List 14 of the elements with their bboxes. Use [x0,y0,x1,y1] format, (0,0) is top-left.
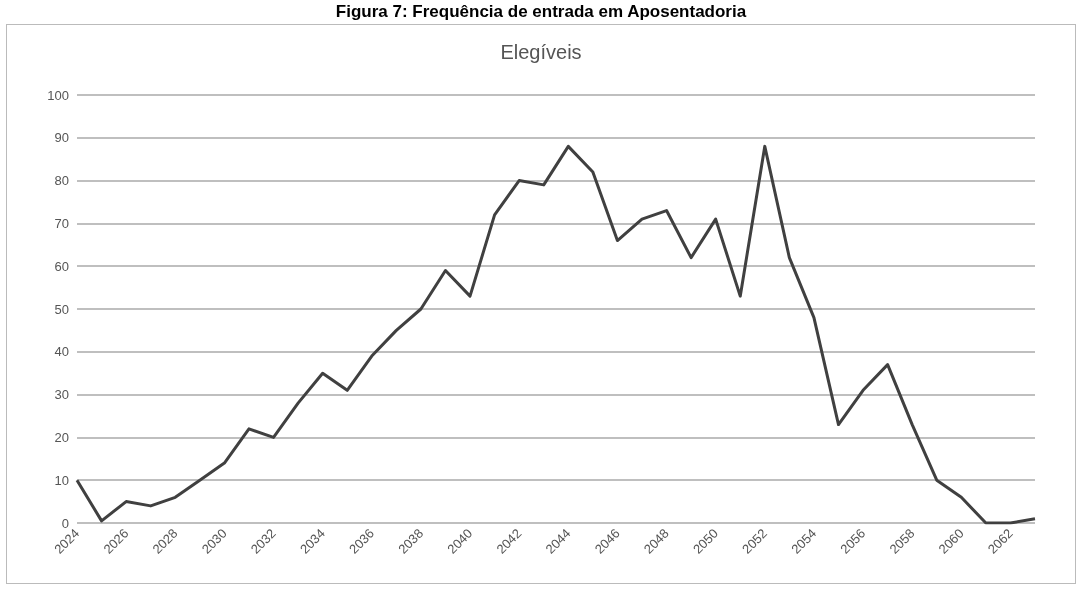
chart-subtitle: Elegíveis [500,41,582,63]
y-tick-label: 70 [54,215,69,231]
y-tick-label: 90 [54,130,69,146]
y-tick-label: 30 [54,387,69,403]
line-series [75,144,1037,525]
chart-title: Figura 7: Frequência de entrada em Aposentadoria [334,1,748,23]
y-tick-label: 40 [54,344,69,360]
y-tick-label: 80 [54,173,69,189]
y-tick-label: 10 [54,472,69,488]
y-tick-label: 60 [54,258,69,274]
y-tick-label: 0 [61,515,69,531]
y-tick-label: 100 [47,87,69,103]
y-tick-label: 20 [54,429,69,445]
y-tick-label: 50 [54,301,69,317]
